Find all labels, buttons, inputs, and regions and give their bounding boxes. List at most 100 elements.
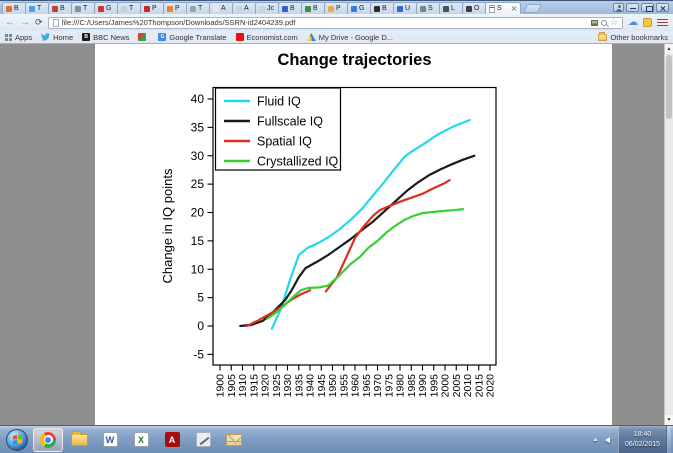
windows-taskbar: W X A ▴ 18:40 06/02/2015 (0, 425, 673, 453)
profile-button[interactable] (613, 3, 624, 12)
bookmark-misc[interactable] (138, 33, 149, 41)
maximize-button[interactable] (641, 3, 654, 12)
browser-tab[interactable]: B (278, 2, 303, 14)
scrollbar-thumb[interactable] (666, 55, 672, 119)
y-tick-label: 0 (197, 319, 204, 333)
browser-tab[interactable]: U (393, 2, 418, 14)
notes-extension-icon[interactable] (643, 18, 652, 27)
browser-tab[interactable]: B (2, 2, 27, 14)
browser-tab[interactable]: T (71, 2, 96, 14)
folder-icon (598, 32, 608, 41)
series-line-fluid-iq (270, 118, 471, 330)
taskbar-pen-app[interactable] (188, 428, 218, 452)
volume-icon[interactable] (602, 436, 610, 443)
chart-title: Change trajectories (277, 51, 431, 69)
bookmark-star-icon[interactable]: ☆ (609, 17, 618, 27)
browser-tab[interactable]: S (416, 2, 441, 14)
tab-title: T (129, 5, 134, 12)
mail-app-icon (226, 433, 242, 446)
back-button[interactable]: ← (5, 16, 15, 28)
taskbar-chrome[interactable] (33, 427, 63, 452)
other-bookmarks-button[interactable]: Other bookmarks (598, 32, 668, 42)
tab-close-icon[interactable] (511, 6, 517, 12)
active-tab[interactable]: S (485, 2, 521, 14)
taskbar-explorer[interactable] (64, 428, 94, 452)
reload-button[interactable]: ⟳ (35, 17, 43, 27)
bookmark-bbc-news[interactable]: B BBC News (82, 33, 129, 42)
browser-tab[interactable]: A (209, 2, 234, 14)
browser-tab[interactable]: A (232, 2, 257, 14)
x-tick-label: 1910 (237, 374, 249, 398)
taskbar-adobe-reader[interactable]: A (157, 428, 187, 452)
tab-favicon-icon (328, 5, 334, 12)
minimize-button[interactable] (626, 3, 639, 12)
scroll-down-button[interactable]: ▼ (665, 415, 673, 425)
start-button[interactable] (6, 428, 28, 451)
chrome-menu-icon[interactable] (657, 18, 668, 27)
browser-tab[interactable]: P (324, 2, 349, 14)
browser-tab[interactable]: P (140, 2, 165, 14)
cloud-extension-icon[interactable]: ☁ (628, 16, 638, 28)
page-icon (52, 18, 59, 27)
show-desktop-button[interactable] (666, 426, 671, 453)
search-icon[interactable] (600, 19, 607, 26)
browser-tab[interactable]: O (462, 2, 487, 14)
browser-tab[interactable]: T (25, 2, 50, 14)
tab-title: P (336, 5, 341, 12)
close-button[interactable] (656, 3, 669, 12)
taskbar-clock[interactable]: 18:40 06/02/2015 (618, 426, 666, 453)
url-text[interactable]: file:///C:/Users/James%20Thompson/Downlo… (61, 18, 296, 27)
taskbar-word[interactable]: W (95, 428, 125, 452)
tab-title: U (405, 5, 411, 12)
bookmark-my-drive[interactable]: My Drive - Google D... (306, 33, 393, 42)
browser-tab[interactable]: P (163, 2, 188, 14)
pdf-favicon-icon (489, 4, 495, 13)
tab-favicon-icon (466, 5, 472, 12)
tab-favicon-icon (351, 5, 357, 12)
browser-tab[interactable]: L (439, 2, 464, 14)
bookmark-google-translate[interactable]: G Google Translate (158, 33, 227, 42)
y-axis-label: Change in IQ points (160, 168, 175, 283)
browser-tab[interactable]: G (347, 2, 372, 14)
tab-title: B (14, 5, 19, 12)
x-tick-label: 1925 (271, 374, 283, 398)
bookmark-apps[interactable]: Apps (5, 33, 32, 42)
tab-title: Jc (267, 5, 274, 12)
series-line-fullscale-iq (239, 154, 476, 328)
page-action-icon[interactable] (590, 19, 598, 26)
tab-title: G (106, 5, 112, 12)
browser-tab[interactable]: B (301, 2, 326, 14)
hidden-icons-button[interactable]: ▴ (593, 437, 597, 443)
series-line-spatial-iq (324, 179, 451, 293)
browser-tab[interactable]: Jc (255, 2, 280, 14)
explorer-folder-icon (70, 431, 88, 446)
legend-label: Fluid IQ (257, 95, 301, 109)
legend-label: Fullscale IQ (257, 115, 323, 129)
bookmark-home[interactable]: Home (41, 33, 73, 42)
taskbar-mail-app[interactable] (219, 428, 249, 452)
x-tick-label: 1945 (316, 374, 328, 398)
tab-favicon-icon (259, 5, 265, 12)
address-bar[interactable]: file:///C:/Users/James%20Thompson/Downlo… (47, 16, 623, 29)
vertical-scrollbar[interactable]: ▲ ▼ (664, 44, 673, 425)
browser-tab[interactable]: T (117, 2, 142, 14)
browser-tab[interactable]: B (48, 2, 73, 14)
browser-toolbar: ← → ⟳ file:///C:/Users/James%20Thompson/… (0, 14, 673, 31)
bookmarks-bar: Apps Home B BBC News G Google Translate … (0, 31, 673, 44)
new-tab-button[interactable] (522, 4, 543, 13)
browser-tab[interactable]: B (370, 2, 395, 14)
iq-trajectories-chart: Change trajectories Change in IQ points -5… (160, 51, 497, 398)
tab-favicon-icon (167, 5, 173, 12)
taskbar-excel[interactable]: X (126, 428, 156, 452)
bookmark-economist[interactable]: Economist.com (235, 33, 298, 42)
scroll-up-button[interactable]: ▲ (665, 44, 673, 54)
series-line-spatial-iq (245, 289, 312, 328)
x-tick-label: 2010 (462, 374, 474, 398)
browser-tab[interactable]: G (94, 2, 119, 14)
x-tick-label: 1920 (260, 374, 272, 398)
browser-tab[interactable]: T (186, 2, 211, 14)
forward-button[interactable]: → (20, 16, 30, 28)
window-controls (609, 3, 673, 14)
tab-title: S (428, 5, 433, 12)
